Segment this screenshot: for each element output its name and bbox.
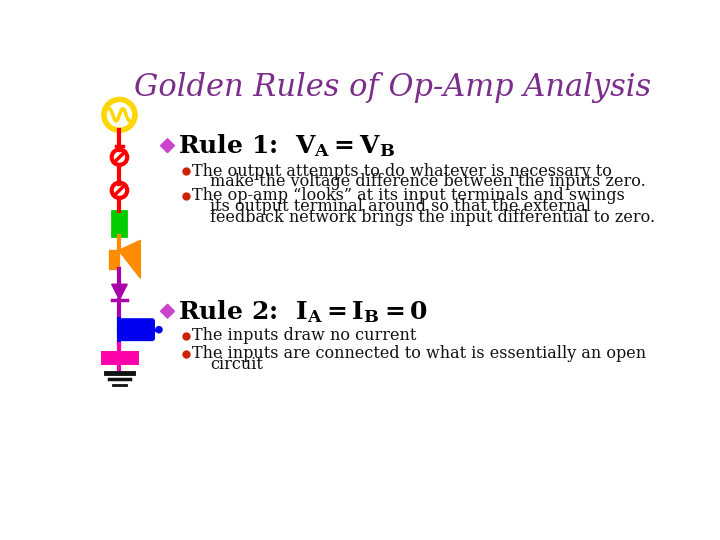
Text: The inputs are connected to what is essentially an open: The inputs are connected to what is esse… [192,345,647,362]
FancyBboxPatch shape [120,319,154,340]
Text: Rule 2:  $\mathregular{I_A = I_B = 0}$: Rule 2: $\mathregular{I_A = I_B = 0}$ [179,298,428,325]
Text: The op-amp “looks” at its input terminals and swings: The op-amp “looks” at its input terminal… [192,187,625,204]
Text: Rule 1:  $\mathregular{V_A = V_B}$: Rule 1: $\mathregular{V_A = V_B}$ [179,132,395,159]
Text: The inputs draw no current: The inputs draw no current [192,327,417,345]
Text: circuit: circuit [210,356,263,373]
Circle shape [156,327,162,333]
Bar [109,251,119,269]
Polygon shape [161,304,174,318]
Text: Golden Rules of Op-Amp Analysis: Golden Rules of Op-Amp Analysis [134,72,651,103]
Text: make the voltage difference between the inputs zero.: make the voltage difference between the … [210,173,646,190]
Polygon shape [112,284,127,300]
Polygon shape [161,139,174,153]
Text: its output terminal around so that the external: its output terminal around so that the e… [210,198,591,215]
Text: The output attempts to do whatever is necessary to: The output attempts to do whatever is ne… [192,163,612,180]
Polygon shape [119,240,140,278]
Text: feedback network brings the input differential to zero.: feedback network brings the input differ… [210,209,655,226]
Bar [112,211,127,236]
